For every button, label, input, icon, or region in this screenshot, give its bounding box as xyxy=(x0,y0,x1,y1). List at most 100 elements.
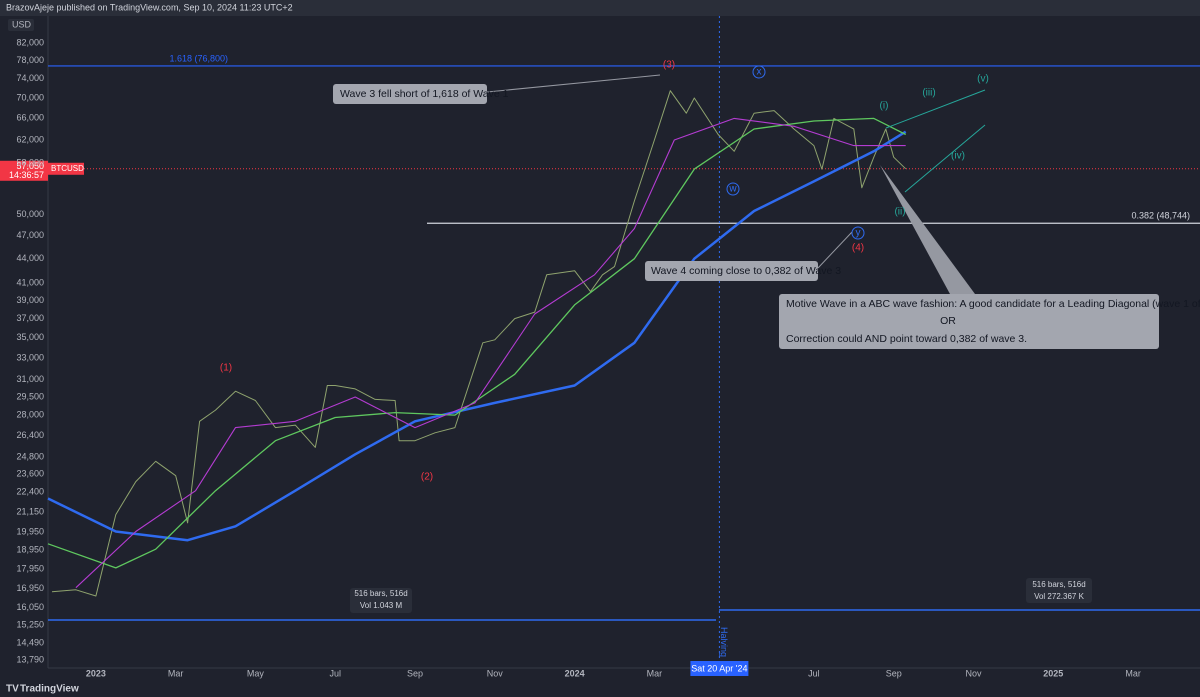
series-line xyxy=(51,90,907,597)
wave-label: (4) xyxy=(852,243,864,254)
symbol-box xyxy=(48,162,84,175)
note-box xyxy=(645,261,818,281)
y-tick-label: 16,950 xyxy=(16,583,44,593)
x-tick-label: Sep xyxy=(886,668,902,678)
pointer xyxy=(817,231,853,269)
halving-label: Halving xyxy=(719,627,729,657)
series-line xyxy=(47,130,907,542)
y-tick-label: 24,800 xyxy=(16,451,44,461)
note: Correction could AND point toward 0,382 … xyxy=(786,333,1027,345)
wave-label: (3) xyxy=(663,60,675,71)
y-tick-label: 18,950 xyxy=(16,545,44,555)
note: Wave 3 fell short of 1,618 of Wave 1 xyxy=(340,88,509,100)
y-tick-label: 66,000 xyxy=(16,113,44,123)
x-tick-label: Mar xyxy=(1125,668,1141,678)
y-tick-label: 13,790 xyxy=(16,655,44,665)
footer-bar xyxy=(0,680,1200,697)
note: Wave 4 coming close to 0,382 of Wave 3 xyxy=(651,265,841,277)
y-tick-label: 28,000 xyxy=(16,409,44,419)
y-tick-label: 17,950 xyxy=(16,563,44,573)
x-tick-label: Mar xyxy=(647,668,663,678)
range-vol: Vol 272.367 K xyxy=(1034,592,1084,601)
wave-label: x xyxy=(757,67,762,78)
trend-line xyxy=(904,124,986,193)
date-box xyxy=(690,661,749,676)
y-tick-label: 82,000 xyxy=(16,38,44,48)
plot: 1.618 (76,800) 0.382 (48,744) 57,05014:36:… xyxy=(0,16,1200,676)
y-tick-label: 39,000 xyxy=(16,295,44,305)
currency: USD xyxy=(12,19,32,29)
x-tick-label: Nov xyxy=(487,668,504,678)
price-box xyxy=(0,160,48,181)
y-tick-label: 74,000 xyxy=(16,73,44,83)
range-vol: Vol 1.043 M xyxy=(360,601,403,610)
level-label: 1.618 (76,800) xyxy=(169,53,228,63)
trend-line xyxy=(885,89,986,129)
annotations: Wave 3 fell short of 1,618 of Wave 1 Wav… xyxy=(48,60,1200,621)
y-tick-label: 26,400 xyxy=(16,430,44,440)
wave-circle xyxy=(851,226,865,240)
y-tick-label: 44,000 xyxy=(16,253,44,263)
y-tick-label: 78,000 xyxy=(16,55,44,65)
x-tick-label: May xyxy=(247,668,265,678)
y-tick-label: 41,000 xyxy=(16,277,44,287)
y-tick-label: 58,000 xyxy=(16,157,44,167)
x-tick-label: Sep xyxy=(407,668,423,678)
y-tick-label: 29,500 xyxy=(16,391,44,401)
wave-circle xyxy=(752,65,766,79)
brand: TradingView xyxy=(20,684,79,695)
range-bars: 516 bars, 516d xyxy=(1032,580,1085,589)
y-tick-label: 19,950 xyxy=(16,527,44,537)
countdown: 14:36:57 xyxy=(9,170,44,180)
symbol: BTCUSD xyxy=(51,164,84,173)
pointer xyxy=(880,165,975,294)
pointer xyxy=(486,74,661,93)
wave-label: (v) xyxy=(977,74,989,85)
x-tick-label: 2025 xyxy=(1043,668,1063,678)
x-tick-label: Mar xyxy=(168,668,184,678)
range-box xyxy=(350,588,412,613)
x-tick-label: Nov xyxy=(966,668,983,678)
y-tick-label: 21,150 xyxy=(16,507,44,517)
x-tick-label: Jul xyxy=(329,668,341,678)
wave-label: (1) xyxy=(220,363,232,374)
range-box xyxy=(1026,578,1092,603)
wave-label: (iii) xyxy=(922,88,935,99)
x-tick-label: 2023 xyxy=(86,668,106,678)
note-box xyxy=(333,84,487,104)
wave-label: (iv) xyxy=(951,151,965,162)
y-tick-label: 70,000 xyxy=(16,92,44,102)
x-tick-label: 2024 xyxy=(565,668,585,678)
currency-box xyxy=(8,19,34,31)
price-label: 57,050 xyxy=(16,161,44,171)
y-tick-label: 33,000 xyxy=(16,353,44,363)
note: OR xyxy=(940,315,956,327)
y-tick-label: 15,250 xyxy=(16,620,44,630)
wave-label: y xyxy=(856,228,861,239)
wave-label: (2) xyxy=(421,472,433,483)
y-tick-label: 16,050 xyxy=(16,602,44,612)
wave-label: (i) xyxy=(880,101,889,112)
logo: TV xyxy=(6,684,19,695)
y-tick-label: 47,000 xyxy=(16,230,44,240)
y-tick-label: 22,400 xyxy=(16,487,44,497)
y-tick-label: 14,490 xyxy=(16,637,44,647)
wave-label: w xyxy=(728,184,737,195)
series-line xyxy=(75,117,906,589)
level-label: 0.382 (48,744) xyxy=(1131,211,1190,221)
note-box xyxy=(779,294,1159,349)
y-tick-label: 62,000 xyxy=(16,134,44,144)
y-tick-label: 50,000 xyxy=(16,209,44,219)
date-label: Sat 20 Apr '24 xyxy=(691,663,747,673)
y-tick-label: 23,600 xyxy=(16,469,44,479)
x-tick-label: Jul xyxy=(808,668,820,678)
y-tick-label: 35,000 xyxy=(16,332,44,342)
y-tick-label: 37,000 xyxy=(16,313,44,323)
byline: BrazovAjeje published on TradingView.com… xyxy=(6,2,293,12)
range-bars: 516 bars, 516d xyxy=(354,589,407,598)
note: Motive Wave in a ABC wave fashion: A goo… xyxy=(786,298,1200,310)
wave-circle xyxy=(726,182,740,196)
y-tick-label: 31,000 xyxy=(16,374,44,384)
wave-label: (ii) xyxy=(894,207,905,218)
